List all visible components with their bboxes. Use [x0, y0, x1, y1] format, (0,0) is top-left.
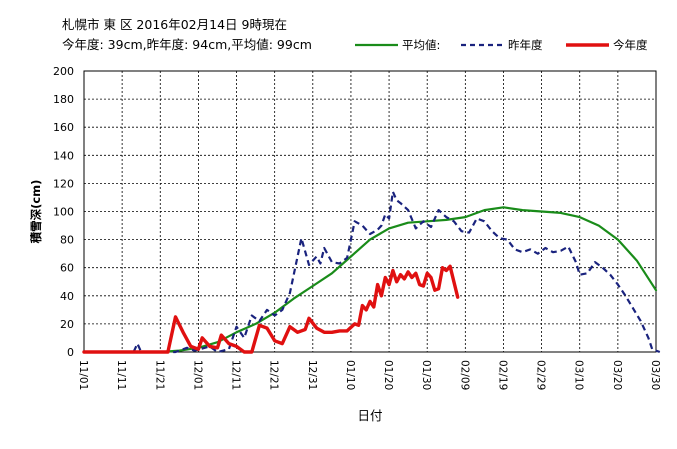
- chart-title: 札幌市 東 区 2016年02月14日 9時現在: [62, 17, 287, 32]
- x-axis-label: 日付: [357, 408, 382, 423]
- x-tick-label: 11/01: [77, 360, 89, 390]
- x-tick-label: 01/30: [420, 360, 432, 390]
- x-tick-label: 02/19: [496, 360, 508, 390]
- x-tick-label: 02/29: [535, 360, 547, 390]
- x-tick-label: 03/20: [611, 360, 623, 390]
- x-tick-label: 03/30: [649, 360, 661, 390]
- x-tick-label: 12/21: [268, 360, 280, 390]
- y-tick-label: 0: [67, 346, 74, 359]
- y-tick-label: 200: [53, 65, 74, 78]
- x-tick-label: 12/01: [191, 360, 203, 390]
- x-tick-label: 01/10: [344, 360, 356, 390]
- y-axis-label: 積雪深(cm): [29, 180, 43, 245]
- y-tick-label: 40: [60, 290, 74, 303]
- y-tick-label: 60: [60, 262, 74, 275]
- y-tick-label: 100: [53, 206, 74, 219]
- x-tick-label: 12/11: [230, 360, 242, 390]
- x-tick-label: 12/31: [306, 360, 318, 390]
- y-tick-label: 160: [53, 121, 74, 134]
- x-tick-label: 11/21: [153, 360, 165, 390]
- series-line-1: [84, 190, 661, 354]
- chart-summary: 今年度: 39cm,昨年度: 94cm,平均値: 99cm: [62, 37, 312, 52]
- series-line-2: [82, 264, 460, 354]
- y-tick-label: 20: [60, 318, 74, 331]
- legend-average-label: 平均値:: [402, 38, 441, 52]
- x-tick-label: 02/09: [458, 360, 470, 390]
- series-line-0: [82, 206, 658, 354]
- legend-this-year-label: 今年度: [613, 38, 648, 52]
- x-tick-label: 01/20: [382, 360, 394, 390]
- y-tick-label: 180: [53, 93, 74, 106]
- y-tick-label: 140: [53, 149, 74, 162]
- legend-last-year-label: 昨年度: [508, 38, 543, 52]
- x-tick-label: 03/10: [573, 360, 585, 390]
- plot-border: [83, 70, 657, 353]
- y-tick-label: 80: [60, 234, 74, 247]
- y-tick-label: 120: [53, 177, 74, 190]
- x-tick-label: 11/11: [115, 360, 127, 390]
